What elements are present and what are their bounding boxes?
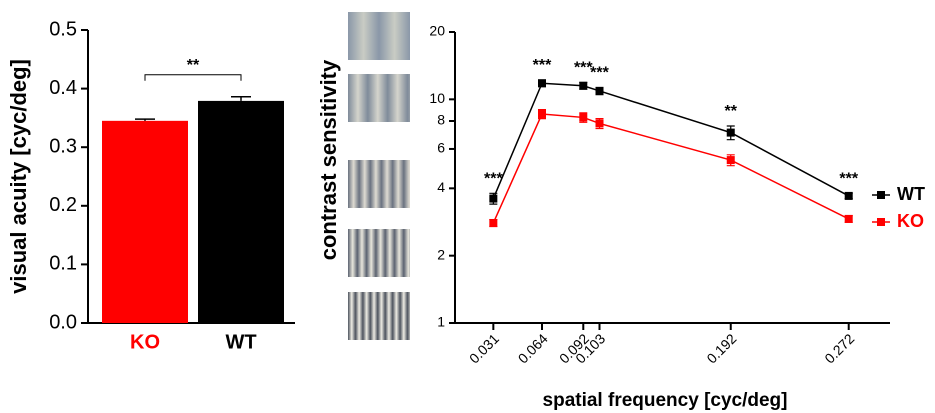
error-bar: [135, 118, 155, 121]
significance-label: ***: [484, 171, 503, 188]
data-point: [595, 86, 604, 95]
x-tick-label: 0.064: [515, 330, 551, 366]
data-point: [579, 81, 588, 90]
data-point: [595, 119, 604, 128]
data-point: [579, 113, 588, 122]
x-axis-label: spatial frequency [cyc/deg]: [543, 390, 788, 411]
legend-label: WT: [897, 184, 925, 204]
y-tick-label: 2: [437, 246, 445, 262]
data-point: [726, 128, 735, 137]
y-tick-label: 20: [429, 23, 445, 39]
y-tick-label: 0.5: [49, 18, 77, 40]
data-point: [844, 191, 853, 200]
legend-label: KO: [897, 211, 924, 231]
data-point: [538, 79, 546, 88]
y-tick-label: 1: [437, 314, 445, 330]
legend-marker: [877, 191, 885, 199]
y-axis-label: contrast sensitivity: [316, 59, 341, 260]
series-line: [492, 113, 850, 224]
grating-image: [348, 229, 410, 277]
grating-image: [348, 12, 410, 60]
y-tick-label: 0.2: [49, 194, 77, 216]
y-tick-label: 4: [437, 179, 445, 195]
error-bar: [231, 96, 251, 101]
y-tick-label: 6: [437, 140, 445, 156]
y-axis-label: visual acuity [cyc/deg]: [6, 59, 31, 294]
data-point: [489, 218, 498, 227]
y-tick-label: 0.1: [49, 253, 77, 275]
series-line: [492, 82, 850, 199]
y-tick-label: 10: [429, 90, 445, 106]
significance-label: **: [725, 103, 738, 120]
data-point: [844, 214, 853, 223]
bar: [102, 120, 188, 323]
grating-image: [348, 292, 410, 340]
grating-image: [348, 74, 410, 122]
y-tick-label: 0.0: [49, 311, 77, 333]
x-tick-label: WT: [225, 331, 256, 353]
significance-label: ***: [574, 60, 593, 77]
data-point: [489, 194, 498, 203]
significance-label: ***: [590, 65, 609, 82]
grating-image: [348, 160, 410, 208]
bar: [198, 100, 284, 323]
y-tick-label: 8: [437, 112, 445, 128]
data-point: [726, 156, 735, 165]
x-tick-label: 0.031: [466, 330, 502, 366]
significance-label: ***: [533, 57, 552, 74]
x-tick-label: KO: [130, 331, 160, 353]
grating-thumbnails: [348, 12, 410, 340]
significance-bracket: [144, 74, 242, 81]
significance-label: **: [187, 57, 200, 74]
significance-label: ***: [839, 171, 858, 188]
x-tick-label: 0.192: [703, 330, 739, 366]
y-tick-label: 0.4: [49, 77, 77, 99]
data-point: [538, 109, 546, 118]
legend-marker: [877, 218, 885, 226]
x-tick-label: 0.272: [821, 330, 857, 366]
y-tick-label: 0.3: [49, 135, 77, 157]
